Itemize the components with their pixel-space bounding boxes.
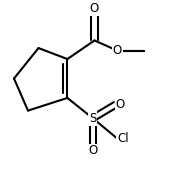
Text: O: O (88, 144, 97, 157)
Text: O: O (116, 98, 125, 111)
Text: S: S (89, 112, 96, 125)
Text: O: O (90, 2, 99, 15)
Text: O: O (113, 44, 122, 57)
Text: Cl: Cl (117, 132, 129, 145)
